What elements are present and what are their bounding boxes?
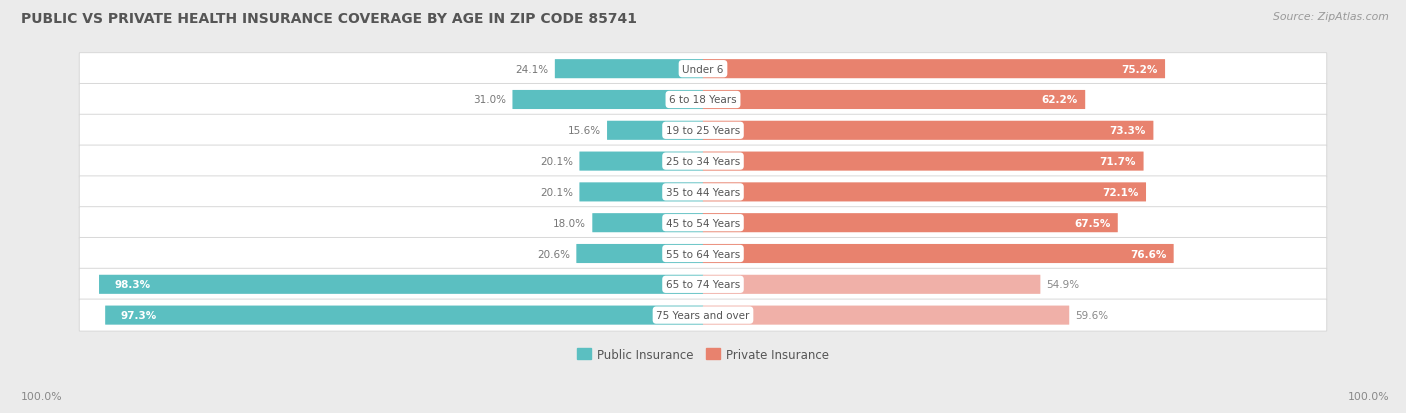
Text: 71.7%: 71.7% [1099, 157, 1136, 167]
FancyBboxPatch shape [79, 176, 1327, 209]
FancyBboxPatch shape [703, 306, 1069, 325]
FancyBboxPatch shape [79, 207, 1327, 239]
FancyBboxPatch shape [703, 60, 1166, 79]
FancyBboxPatch shape [105, 306, 703, 325]
FancyBboxPatch shape [79, 238, 1327, 270]
FancyBboxPatch shape [79, 84, 1327, 116]
Text: 76.6%: 76.6% [1130, 249, 1166, 259]
Text: 62.2%: 62.2% [1042, 95, 1078, 105]
FancyBboxPatch shape [79, 54, 1327, 85]
Text: Under 6: Under 6 [682, 64, 724, 74]
FancyBboxPatch shape [703, 183, 1146, 202]
FancyBboxPatch shape [512, 91, 703, 110]
Text: 6 to 18 Years: 6 to 18 Years [669, 95, 737, 105]
Text: 25 to 34 Years: 25 to 34 Years [666, 157, 740, 167]
Text: 75.2%: 75.2% [1121, 64, 1157, 74]
Text: 15.6%: 15.6% [568, 126, 600, 136]
FancyBboxPatch shape [79, 115, 1327, 147]
Text: 35 to 44 Years: 35 to 44 Years [666, 188, 740, 197]
Text: 20.1%: 20.1% [540, 157, 574, 167]
FancyBboxPatch shape [703, 214, 1118, 233]
Text: 20.6%: 20.6% [537, 249, 571, 259]
Text: 20.1%: 20.1% [540, 188, 574, 197]
Text: 100.0%: 100.0% [1347, 391, 1389, 401]
Text: 55 to 64 Years: 55 to 64 Years [666, 249, 740, 259]
Text: 24.1%: 24.1% [516, 64, 548, 74]
FancyBboxPatch shape [703, 244, 1174, 263]
FancyBboxPatch shape [98, 275, 703, 294]
FancyBboxPatch shape [703, 121, 1153, 140]
FancyBboxPatch shape [703, 275, 1040, 294]
Text: 18.0%: 18.0% [554, 218, 586, 228]
FancyBboxPatch shape [703, 152, 1143, 171]
Text: 31.0%: 31.0% [474, 95, 506, 105]
Text: 45 to 54 Years: 45 to 54 Years [666, 218, 740, 228]
FancyBboxPatch shape [579, 152, 703, 171]
Text: 19 to 25 Years: 19 to 25 Years [666, 126, 740, 136]
Text: Source: ZipAtlas.com: Source: ZipAtlas.com [1274, 12, 1389, 22]
FancyBboxPatch shape [607, 121, 703, 140]
FancyBboxPatch shape [703, 91, 1085, 110]
Text: 73.3%: 73.3% [1109, 126, 1146, 136]
FancyBboxPatch shape [79, 146, 1327, 178]
FancyBboxPatch shape [579, 183, 703, 202]
Text: 75 Years and over: 75 Years and over [657, 310, 749, 320]
Text: 65 to 74 Years: 65 to 74 Years [666, 280, 740, 290]
Text: 100.0%: 100.0% [21, 391, 63, 401]
Text: 54.9%: 54.9% [1046, 280, 1080, 290]
Text: 72.1%: 72.1% [1102, 188, 1139, 197]
Text: 59.6%: 59.6% [1076, 310, 1108, 320]
Text: PUBLIC VS PRIVATE HEALTH INSURANCE COVERAGE BY AGE IN ZIP CODE 85741: PUBLIC VS PRIVATE HEALTH INSURANCE COVER… [21, 12, 637, 26]
Text: 97.3%: 97.3% [121, 310, 157, 320]
FancyBboxPatch shape [79, 299, 1327, 331]
Legend: Public Insurance, Private Insurance: Public Insurance, Private Insurance [572, 343, 834, 366]
Text: 98.3%: 98.3% [114, 280, 150, 290]
FancyBboxPatch shape [576, 244, 703, 263]
Text: 67.5%: 67.5% [1074, 218, 1111, 228]
FancyBboxPatch shape [592, 214, 703, 233]
FancyBboxPatch shape [555, 60, 703, 79]
FancyBboxPatch shape [79, 268, 1327, 301]
